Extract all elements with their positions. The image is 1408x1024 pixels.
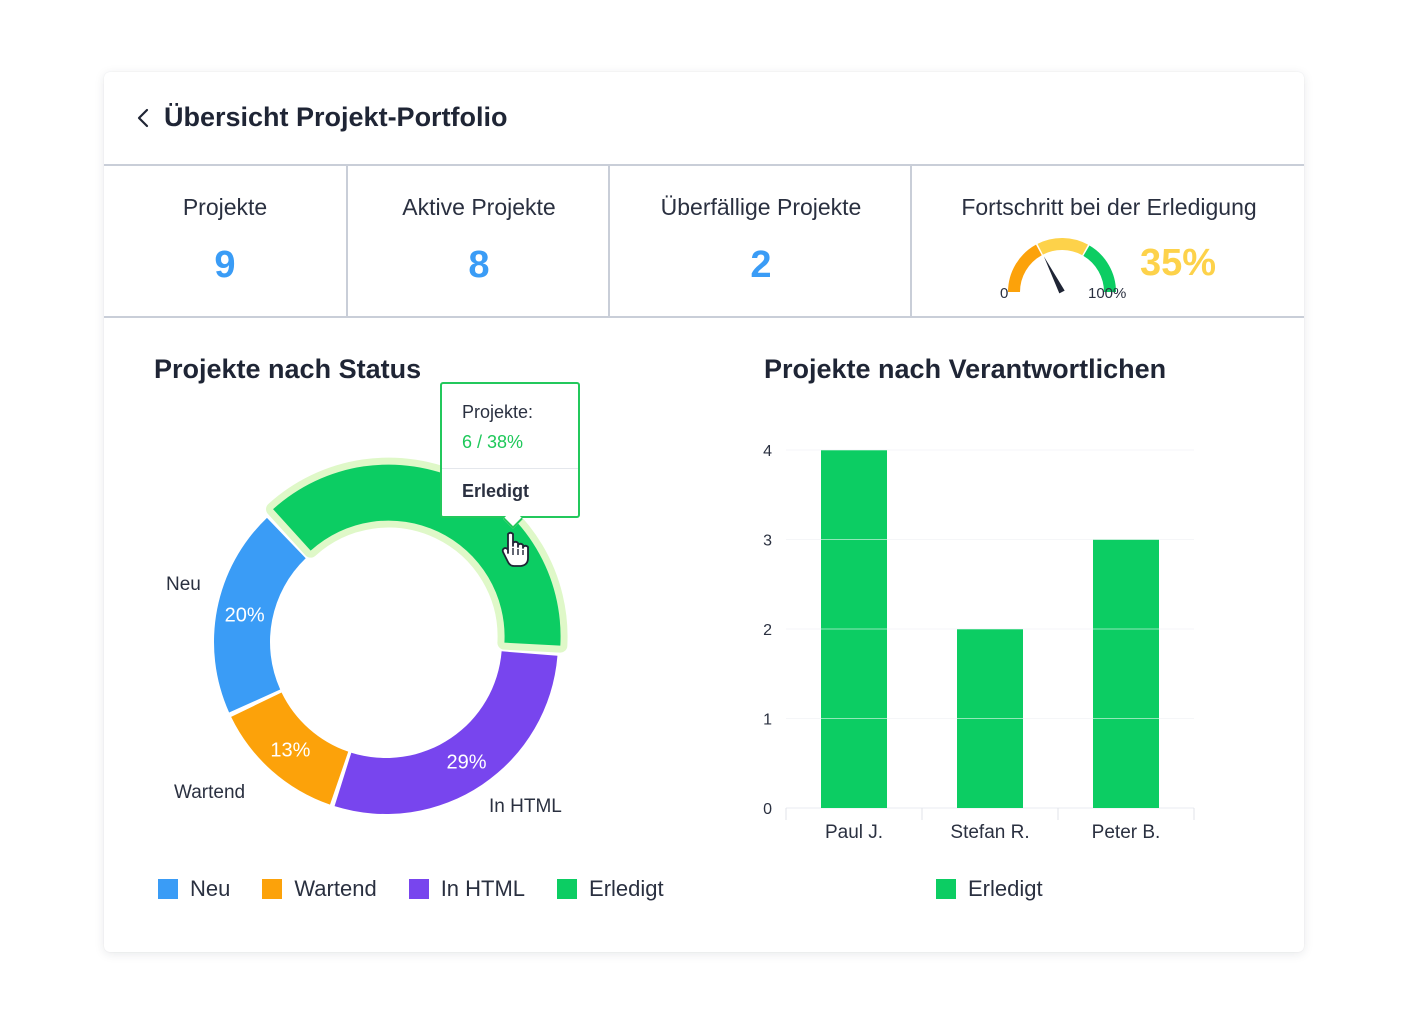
kpi-row: Projekte 9 Aktive Projekte 8 Überfällige… [104, 166, 1304, 318]
gauge-max-label: 100% [1088, 285, 1127, 302]
chart-tooltip: Projekte: 6 / 38% Erledigt [440, 382, 580, 529]
slice-value-label: 29% [447, 751, 487, 773]
slice-value-label: 20% [225, 605, 265, 627]
owner-chart-title: Projekte nach Verantwortlichen [764, 354, 1167, 384]
kpi-overdue-projects[interactable]: Überfällige Projekte 2 [608, 166, 912, 316]
donut-slice-wartend[interactable] [231, 692, 349, 805]
owner-legend: Erledigt [936, 876, 1075, 902]
legend-swatch [262, 879, 283, 899]
slice-category-label: Neu [166, 574, 201, 595]
status-donut-chart: 29% 13% 20% [214, 457, 568, 814]
legend-label: Wartend [294, 876, 377, 901]
bar-peter-b-[interactable] [1093, 539, 1159, 809]
kpi-value: 9 [214, 244, 236, 286]
legend-swatch [557, 879, 578, 899]
kpi-label: Überfällige Projekte [660, 194, 862, 220]
kpi-label: Fortschritt bei der Erledigung [961, 194, 1257, 220]
tooltip-divider [442, 468, 578, 469]
legend-item-erledigt[interactable]: Erledigt [936, 876, 1043, 902]
gauge-segment-high [1083, 245, 1116, 293]
x-tick-label: Paul J. [825, 822, 883, 843]
x-tick-label: Peter B. [1092, 822, 1161, 843]
donut-slice-neu[interactable] [214, 517, 306, 713]
donut-slice-in-html[interactable] [334, 651, 558, 814]
y-tick-label: 4 [763, 443, 772, 460]
tooltip-category: Erledigt [462, 481, 530, 501]
slice-value-label: 13% [270, 740, 310, 762]
y-tick-label: 0 [763, 801, 772, 818]
legend-label: Neu [190, 876, 231, 901]
legend-label: In HTML [440, 876, 526, 901]
y-tick-label: 1 [763, 712, 772, 729]
kpi-value: 2 [750, 244, 772, 286]
legend-item-neu[interactable]: Neu [158, 876, 230, 902]
page-title: Übersicht Projekt-Portfolio [164, 102, 508, 132]
chevron-left-icon[interactable] [134, 106, 154, 130]
tooltip-value: 6 / 38% [462, 432, 524, 452]
y-tick-label: 3 [763, 533, 772, 550]
header: Übersicht Projekt-Portfolio [104, 72, 1304, 166]
status-chart-title: Projekte nach Status [154, 354, 422, 384]
kpi-value: 8 [468, 244, 490, 286]
kpi-label: Aktive Projekte [402, 194, 556, 220]
kpi-label: Projekte [182, 194, 268, 220]
legend-item-wartend[interactable]: Wartend [262, 876, 377, 902]
hand-cursor-icon [501, 531, 529, 567]
gauge-needle [1043, 256, 1065, 294]
slice-category-label: Wartend [174, 782, 246, 803]
gauge-segment-mid [1037, 238, 1089, 256]
gauge-min-label: 0 [1000, 285, 1009, 302]
progress-percentage: 35% [1140, 242, 1217, 284]
legend-item-erledigt[interactable]: Erledigt [557, 876, 664, 902]
owner-bar-chart: 0 1 2 3 4 Paul J. Stefan R. Peter B. [763, 443, 1195, 843]
legend-label: Erledigt [968, 876, 1043, 901]
status-legend: Neu Wartend In HTML Erledigt [158, 876, 696, 902]
kpi-progress[interactable]: Fortschritt bei der Erledigung 0 100% 35… [910, 166, 1306, 316]
legend-item-in-html[interactable]: In HTML [408, 876, 526, 902]
gauge-segment-low [1008, 244, 1043, 293]
y-tick-label: 2 [763, 622, 772, 639]
legend-swatch [936, 879, 956, 899]
tooltip-metric: Projekte: [462, 402, 534, 422]
progress-gauge [1008, 238, 1116, 294]
slice-category-label: In HTML [489, 796, 562, 817]
legend-swatch [408, 879, 429, 899]
kpi-active-projects[interactable]: Aktive Projekte 8 [346, 166, 610, 316]
kpi-projects[interactable]: Projekte 9 [104, 166, 346, 316]
legend-label: Erledigt [589, 876, 664, 901]
legend-swatch [158, 879, 178, 899]
x-tick-label: Stefan R. [950, 822, 1029, 843]
